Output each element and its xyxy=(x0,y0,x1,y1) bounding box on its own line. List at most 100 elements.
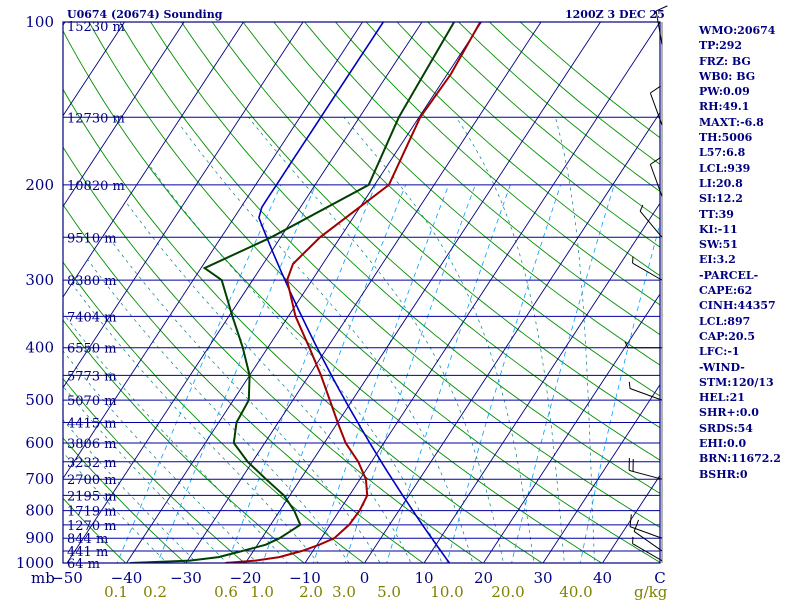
dry-adiabat xyxy=(63,437,186,563)
mixing-ratio-label: 40.0 xyxy=(559,583,592,600)
moist-adiabat xyxy=(63,451,168,563)
index-item: FRZ: BG xyxy=(699,54,751,68)
wind-barb xyxy=(628,458,663,480)
index-item: TT:39 xyxy=(699,207,734,221)
isotherm xyxy=(423,202,660,563)
wind-barb xyxy=(649,85,663,126)
temperature-tick-label: −10 xyxy=(289,569,321,587)
mixing-ratio-line xyxy=(116,184,282,563)
wind-barb-staff xyxy=(632,262,663,281)
moist-adiabat xyxy=(555,117,595,563)
index-item: SI:12.2 xyxy=(699,192,743,206)
index-item: MAXT:-6.8 xyxy=(699,115,764,129)
wind-barb-staff xyxy=(649,92,663,126)
mixing-ratio-line xyxy=(226,184,376,563)
isotherm xyxy=(363,111,660,563)
wind-barb-staff xyxy=(629,469,663,480)
wind-barb-staff xyxy=(629,388,663,401)
index-item: STM:120/13 xyxy=(699,375,774,389)
pressure-tick-label: 400 xyxy=(25,339,54,357)
wind-barb-feather xyxy=(628,381,631,389)
pressure-tick-label: 700 xyxy=(25,470,54,488)
moist-adiabat xyxy=(63,312,289,563)
sounding-indices-panel: WMO:20674 TP:292 FRZ: BG WB0: BG PW:0.09 RH:4… xyxy=(699,23,781,482)
temperature-unit-label: C xyxy=(654,569,665,587)
height-label: 7404 m xyxy=(67,310,117,325)
isotherm xyxy=(244,22,601,563)
mixing-ratio-line xyxy=(579,222,660,563)
pressure-tick-label: 300 xyxy=(25,271,54,289)
mixing-ratio-line xyxy=(157,184,317,563)
mixing-ratio-label: 0.1 xyxy=(104,583,128,600)
wind-barb-feather xyxy=(655,5,668,12)
pressure-tick-labels: 100 200 300 400 500 600 700 800 900 1000 xyxy=(16,13,54,572)
mixing-ratio-label: 10.0 xyxy=(430,583,463,600)
index-item: BRN:11672.2 xyxy=(699,452,781,466)
pressure-tick-label: 800 xyxy=(25,502,54,520)
wind-barb xyxy=(632,536,663,562)
height-label: 64 m xyxy=(67,557,100,572)
dry-adiabat xyxy=(63,319,305,563)
index-item: -PARCEL- xyxy=(699,268,759,282)
height-label: 8380 m xyxy=(67,274,117,289)
temperature-tick-label: −20 xyxy=(230,569,262,587)
temperature-tick-label: 20 xyxy=(474,569,493,587)
wind-barbs xyxy=(624,5,668,563)
temperature-tick-label: 10 xyxy=(414,569,433,587)
isotherm xyxy=(542,383,660,563)
isotherms xyxy=(63,22,660,563)
dry-adiabat xyxy=(63,377,246,563)
isotherm xyxy=(482,293,660,563)
pressure-tick-label: 1000 xyxy=(16,554,54,572)
mixing-ratio-label: 2.0 xyxy=(299,583,323,600)
index-item: EI:3.2 xyxy=(699,253,736,267)
height-label: 15230 m xyxy=(67,20,125,35)
wind-barb-feather xyxy=(650,157,661,165)
index-item: LCL:897 xyxy=(699,314,751,328)
isobars xyxy=(63,22,660,563)
wind-barb xyxy=(624,341,662,349)
dry-adiabat xyxy=(273,22,660,366)
dry-adiabat xyxy=(365,22,660,277)
height-label: 6550 m xyxy=(67,342,117,357)
dewpoint-line xyxy=(130,22,455,563)
pressure-tick-label: 900 xyxy=(25,529,54,547)
wind-barb xyxy=(628,381,663,401)
mixing-ratio-line xyxy=(446,184,561,563)
height-label: 441 m xyxy=(67,545,108,560)
height-label: 1270 m xyxy=(67,519,117,534)
mixing-ratio-line xyxy=(312,184,450,563)
wind-barb xyxy=(632,256,663,281)
dry-adiabat xyxy=(119,22,660,529)
mixing-ratio-label: 1.0 xyxy=(250,583,274,600)
mixing-ratio-line xyxy=(511,184,615,563)
isotherm xyxy=(66,22,423,563)
height-label: 2195 m xyxy=(67,489,117,504)
plot-area xyxy=(63,22,660,563)
index-item: CINH:44357 xyxy=(699,299,776,313)
wind-barb xyxy=(649,157,663,197)
index-item: WMO:20674 xyxy=(699,24,776,37)
temperature-tick-label: 30 xyxy=(533,569,552,587)
height-label: 5773 m xyxy=(67,369,117,384)
mixing-ratio-label: 20.0 xyxy=(491,583,524,600)
pressure-tick-label: 100 xyxy=(25,13,54,31)
height-label: 9510 m xyxy=(67,231,117,246)
isotherm xyxy=(63,22,66,26)
height-label: 3806 m xyxy=(67,437,117,452)
station-title: U0674 (20674) Sounding xyxy=(67,8,223,21)
height-label: 844 m xyxy=(67,532,108,547)
index-item: TH:5006 xyxy=(699,131,753,145)
moist-adiabat xyxy=(455,117,565,563)
wind-barb-staff xyxy=(633,531,663,552)
mixing-ratio-line xyxy=(386,184,511,563)
index-item: EHI:0.0 xyxy=(699,437,747,451)
standard-atmosphere-line xyxy=(258,22,451,563)
index-item: RH:49.1 xyxy=(699,100,750,114)
mixing-ratio-unit-label: g/kg xyxy=(634,583,668,600)
index-item: L57:6.8 xyxy=(699,146,746,160)
isotherm xyxy=(63,22,125,117)
height-label: 5070 m xyxy=(67,394,117,409)
wind-barb-staff xyxy=(632,543,663,562)
height-label: 10820 m xyxy=(67,179,125,194)
